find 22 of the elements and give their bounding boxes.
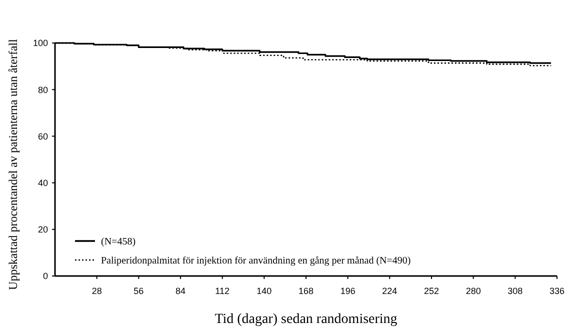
y-tick-label: 0 [42, 271, 48, 282]
x-tick-label: 84 [175, 286, 186, 296]
x-axis-title: Tid (dagar) sedan randomisering [214, 312, 398, 327]
x-tick-label: 28 [92, 286, 102, 296]
legend-label: (N=458) [101, 236, 136, 248]
x-tick-label: 112 [215, 286, 230, 296]
x-tick-label: 196 [340, 286, 356, 296]
x-tick-label: 308 [508, 286, 523, 296]
y-tick-label: 40 [38, 178, 48, 188]
y-tick-label: 80 [38, 84, 48, 95]
x-tick-label: 140 [256, 286, 272, 296]
y-tick-label: 60 [38, 131, 48, 142]
y-axis-title: Uppskattad procentandel av patienterna utan återfall [6, 38, 20, 290]
y-tick-label: 100 [32, 38, 48, 48]
x-tick-label: 224 [382, 286, 398, 296]
x-tick-label: 168 [298, 286, 314, 296]
x-tick-label: 56 [134, 286, 144, 296]
legend-label: Paliperidonpalmitat för injektion för användning en gång per månad (N=490) [101, 256, 411, 266]
x-tick-label: 252 [424, 286, 440, 296]
x-tick-label: 336 [549, 286, 565, 296]
y-tick-label: 20 [38, 224, 48, 235]
x-tick-label: 280 [466, 286, 481, 296]
